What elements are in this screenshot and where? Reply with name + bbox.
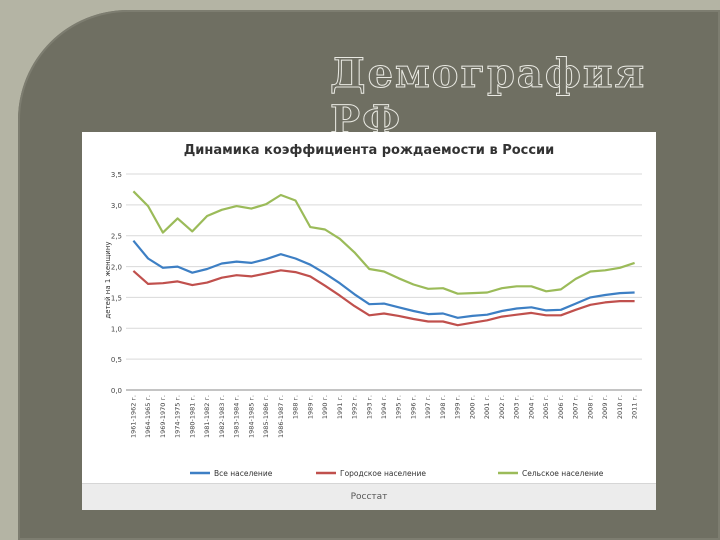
x-tick-label: 2010 г. [616, 395, 624, 419]
y-tick-labels: 0,0 0,5 1,0 1,5 2,0 2,5 3,0 3,5 [111, 171, 122, 395]
x-tick-label: 2000 г. [468, 395, 476, 419]
x-tick-label: 2002 г. [498, 395, 506, 419]
gridlines [126, 173, 642, 391]
x-tick-label: 2008 г. [586, 395, 594, 419]
chart-source: Росстат [82, 483, 656, 510]
x-tick-label: 2011 г. [631, 395, 639, 419]
x-tick-label: 2003 г. [513, 395, 521, 419]
x-tick-label: 1995 г. [395, 395, 403, 419]
y-tick-label: 0,0 [111, 387, 122, 395]
chart-title: Динамика коэффициента рождаемости в Росс… [184, 143, 555, 158]
x-tick-label: 2004 г. [527, 395, 535, 419]
x-tick-label: 1994 г. [380, 395, 388, 419]
x-tick-label: 1988 г. [292, 395, 300, 419]
y-tick-label: 3,5 [111, 171, 122, 179]
x-tick-label: 2009 г. [601, 395, 609, 419]
x-tick-label: 1982-1983 г. [218, 395, 226, 438]
y-tick-label: 1,0 [111, 325, 122, 333]
x-tick-label: 1990 г. [321, 395, 329, 419]
x-tick-label: 1980-1981 г. [188, 395, 196, 438]
x-tick-label: 2006 г. [557, 395, 565, 419]
y-axis-label: детей на 1 женщину [104, 241, 112, 318]
x-tick-label: 1984-1985 г. [247, 395, 255, 438]
x-tick-label: 1985-1986 г. [262, 395, 270, 438]
legend-label: Городское население [340, 469, 426, 478]
x-tick-label: 1993 г. [365, 395, 373, 419]
x-tick-label: 1989 г. [306, 395, 314, 419]
x-tick-label: 1996 г. [409, 395, 417, 419]
x-tick-label: 1983-1984 г. [233, 395, 241, 438]
fertility-chart: Динамика коэффициента рождаемости в Росс… [104, 143, 642, 478]
x-tick-label: 1999 г. [454, 395, 462, 419]
x-tick-label: 1986-1987 г. [277, 395, 285, 438]
x-tick-label: 1991 г. [336, 395, 344, 419]
x-tick-label: 1998 г. [439, 395, 447, 419]
series-lines [132, 190, 635, 327]
chart-container: Динамика коэффициента рождаемости в Росс… [82, 132, 656, 510]
x-tick-label: 1969-1970 г. [159, 395, 167, 438]
x-tick-label: 2001 г. [483, 395, 491, 419]
x-tick-label: 1997 г. [424, 395, 432, 419]
x-tick-label: 2007 г. [572, 395, 580, 419]
x-tick-label: 1961-1962 г. [129, 395, 137, 438]
legend: Все население Городское население Сельское… [190, 469, 604, 478]
y-tick-label: 2,0 [111, 264, 122, 272]
legend-label: Все население [214, 469, 273, 478]
x-tick-label: 1992 г. [351, 395, 359, 419]
x-tick-labels: 1961-1962 г. 1964-1965 г. 1969-1970 г. 1974… [129, 395, 638, 438]
x-tick-label: 1981-1982 г. [203, 395, 211, 438]
x-tick-label: 1964-1965 г. [144, 395, 152, 438]
y-tick-label: 2,5 [111, 233, 122, 241]
x-tick-label: 1974-1975 г. [174, 395, 182, 438]
y-tick-label: 1,5 [111, 294, 122, 302]
series-line [132, 239, 635, 319]
legend-label: Сельское население [522, 469, 604, 478]
series-line [132, 190, 635, 295]
x-tick-label: 2005 г. [542, 395, 550, 419]
slide-title: Демография РФ [330, 50, 647, 145]
y-tick-label: 0,5 [111, 356, 122, 364]
y-tick-label: 3,0 [111, 202, 122, 210]
series-line [132, 269, 635, 327]
